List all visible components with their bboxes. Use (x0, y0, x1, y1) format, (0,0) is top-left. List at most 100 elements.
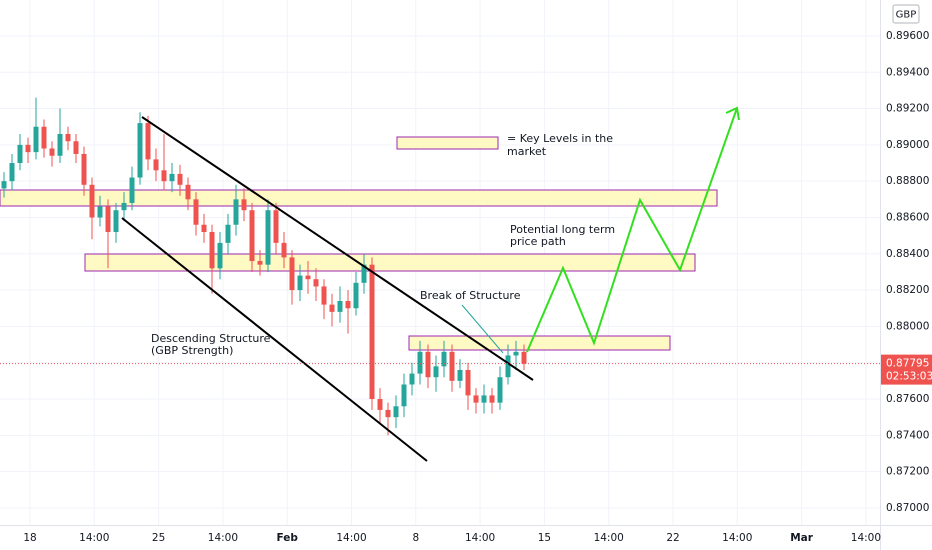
zone (84, 253, 696, 272)
candle-body (457, 369, 463, 381)
y-tick-label: 0.89000 (886, 139, 929, 151)
candle-body (249, 210, 255, 262)
y-tick-label: 0.89600 (886, 30, 929, 42)
annotation: Potential long term (510, 223, 615, 236)
x-tick-label: 15 (538, 532, 551, 544)
candle-body (241, 199, 247, 211)
candle-body (305, 275, 311, 280)
last-price-label: 0.87795 (886, 358, 929, 370)
candle-body (201, 224, 207, 233)
x-tick-label: 14:00 (465, 532, 495, 544)
candle-body (313, 279, 319, 287)
x-tick-label: 14:00 (851, 532, 881, 544)
annotation: (GBP Strength) (151, 344, 233, 357)
x-tick-label: Mar (790, 532, 814, 544)
candles (1, 97, 527, 436)
candle-body (393, 406, 399, 418)
zone (0, 189, 718, 207)
annotation: Break of Structure (420, 289, 521, 302)
candle-body (137, 123, 143, 178)
y-tick-label: 0.88600 (886, 211, 929, 223)
x-tick-label: 14:00 (594, 532, 624, 544)
candle-body (177, 173, 183, 185)
candle-body (265, 210, 271, 265)
candle-body (473, 395, 479, 403)
candle-body (273, 210, 279, 243)
candle-body (73, 141, 79, 154)
candle-body (209, 232, 215, 269)
candle-body (121, 202, 127, 211)
annotation: = Key Levels in the (507, 132, 613, 145)
candle-body (257, 261, 263, 265)
y-tick-label: 0.87000 (886, 502, 929, 514)
pointer (461, 304, 504, 354)
y-tick-label: 0.87600 (886, 393, 929, 405)
candle-body (185, 184, 191, 200)
x-tick-label: 22 (666, 532, 679, 544)
candle-body (297, 275, 303, 291)
annotation: market (507, 145, 547, 158)
candle-body (521, 351, 527, 364)
candle-body (97, 206, 103, 218)
x-tick-label: 18 (23, 532, 36, 544)
y-tick-label: 0.88200 (886, 284, 929, 296)
zone (408, 335, 671, 351)
candle-body (89, 184, 95, 218)
candle-body (17, 144, 23, 164)
y-tick-label: 0.88400 (886, 248, 929, 260)
candle-body (65, 133, 71, 142)
candle-body (329, 304, 335, 312)
candle-body (505, 355, 511, 378)
candle-body (337, 300, 343, 312)
candle-body (145, 123, 151, 160)
candle-body (193, 199, 199, 225)
x-tick-label: 14:00 (208, 532, 238, 544)
candle-body (25, 144, 31, 153)
projected-path (526, 107, 738, 353)
candle-body (497, 377, 503, 403)
candle-body (81, 153, 87, 185)
candle-body (513, 351, 519, 356)
last-price-box (881, 354, 932, 385)
countdown: 02:53:03 (886, 371, 932, 383)
candle-body (321, 286, 327, 305)
candle-body (401, 384, 407, 407)
x-tick-label: Feb (277, 532, 299, 544)
x-tick-label: 14:00 (722, 532, 752, 544)
candle-body (441, 351, 447, 367)
x-tick-label: 14:00 (79, 532, 109, 544)
candle-body (409, 373, 415, 385)
candle-body (9, 163, 15, 182)
candle-body (369, 264, 375, 400)
candle-body (289, 257, 295, 291)
candle-body (361, 264, 367, 283)
candle-body (425, 351, 431, 378)
candle-body (281, 242, 287, 258)
legend-swatch (396, 136, 499, 150)
candle-body (489, 395, 495, 403)
axes: 0.870000.872000.874000.876000.878000.880… (0, 30, 932, 544)
candle-body (217, 242, 223, 269)
candle-body (377, 399, 383, 410)
candle-body (233, 199, 239, 225)
candle-body (449, 351, 455, 381)
candle-body (353, 282, 359, 309)
candle-body (385, 409, 391, 418)
currency-box[interactable] (892, 4, 920, 24)
y-tick-label: 0.87200 (886, 466, 929, 478)
x-tick-label: 8 (412, 532, 419, 544)
candle-body (105, 206, 111, 233)
candle-body (161, 170, 167, 182)
candle-body (481, 395, 487, 403)
candle-body (169, 173, 175, 182)
annotation: price path (510, 235, 566, 248)
candle-body (49, 148, 55, 156)
candle-body (41, 126, 47, 149)
channel-upper (141, 116, 534, 381)
candle-body (153, 159, 159, 171)
y-tick-label: 0.88800 (886, 175, 929, 187)
candle-body (57, 133, 63, 156)
